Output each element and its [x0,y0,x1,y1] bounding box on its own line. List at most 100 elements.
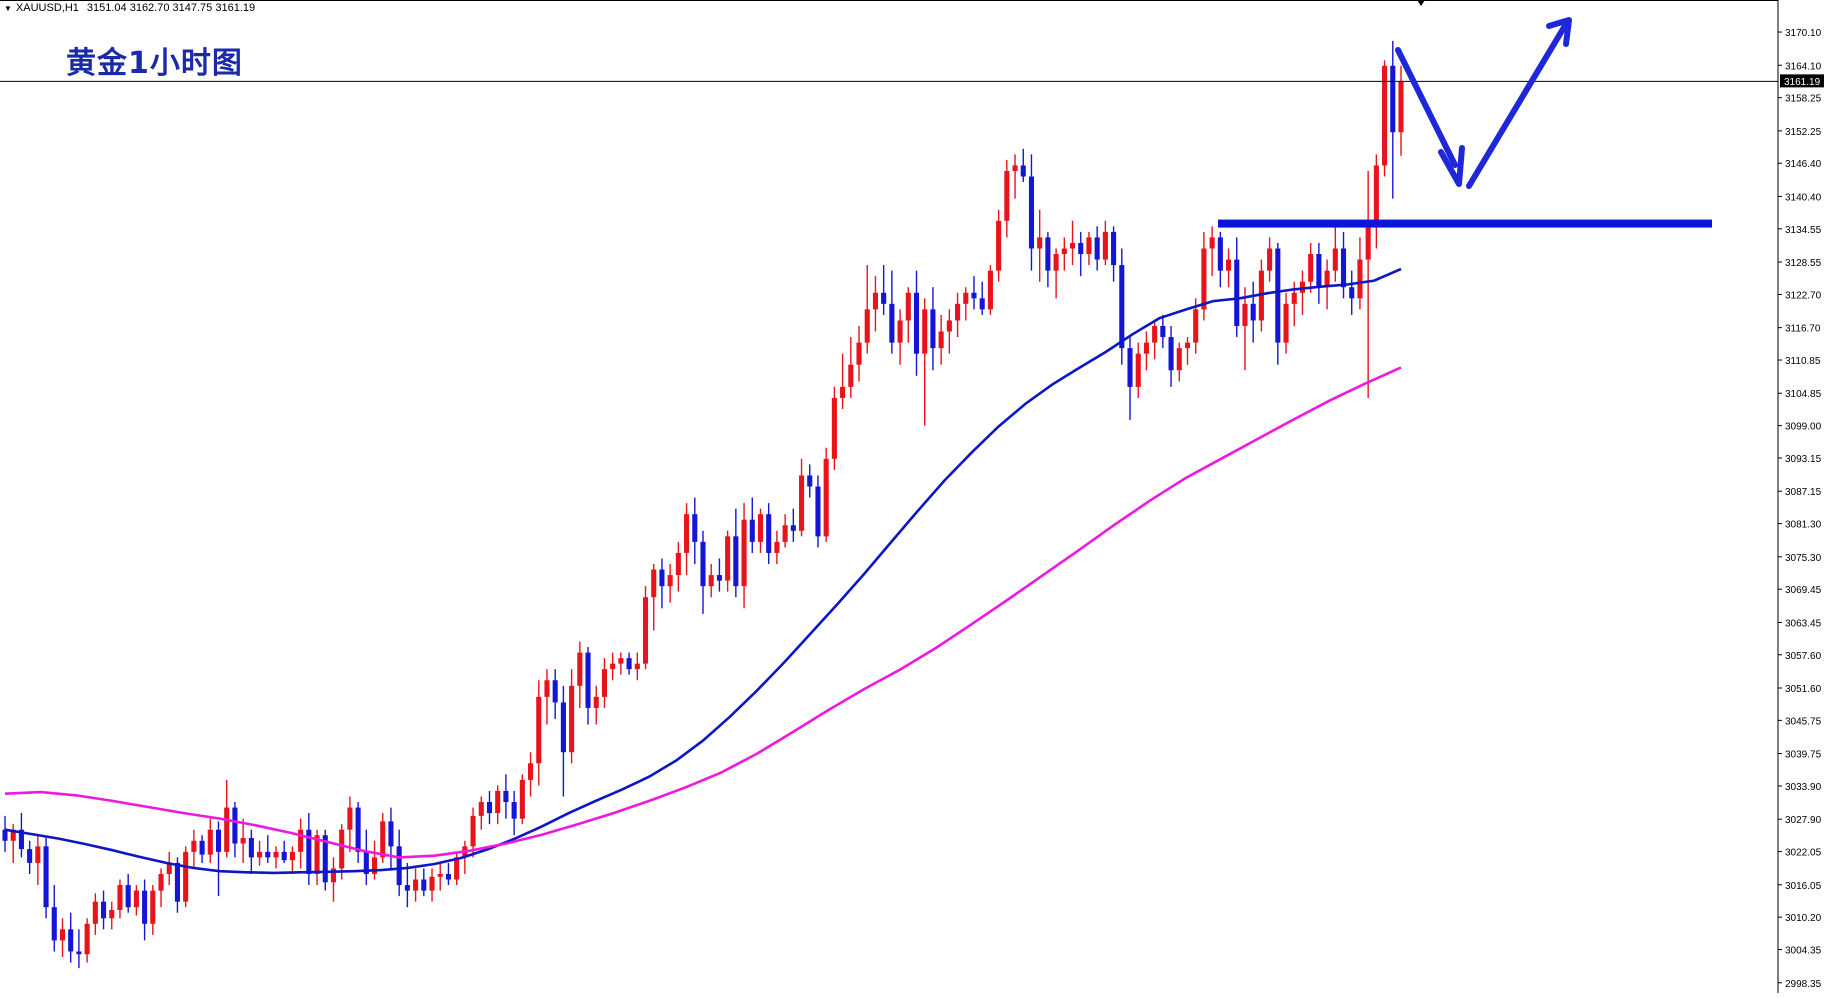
candle-body [1234,259,1240,326]
y-tick-label: 3027.90 [1785,815,1822,826]
candle-body [774,541,780,553]
candle-body [92,901,98,924]
candle-body [1193,309,1199,343]
candle-body [626,658,632,670]
candle-body [618,658,624,664]
candle-body [306,829,312,874]
candle-body [1217,237,1223,271]
candle-body [158,873,164,891]
candle-body [240,838,246,844]
candle-body [560,702,566,753]
candle-body [1176,348,1182,371]
candle-body [1028,176,1035,249]
candle-body [257,851,263,858]
candle-body [84,923,90,955]
candle-body [585,652,591,708]
candle-body [930,309,936,349]
dropdown-triangle-icon[interactable]: ▼ [4,4,12,13]
y-tick-label: 3057.60 [1785,651,1822,662]
candle-body [1250,303,1256,321]
candle-body [10,829,16,841]
current-price-tag [1780,74,1824,88]
current-price-label: 3161.19 [1784,77,1821,88]
candle-body [1316,254,1322,288]
candle-body [330,868,337,883]
candle-body [741,519,747,587]
candle-body [1037,237,1043,249]
candle-body [1012,165,1018,171]
candle-body [174,862,180,902]
candle-body [1184,342,1191,349]
candle-body [1119,265,1125,349]
candle-body [1135,353,1141,387]
candle-body [848,364,854,387]
y-tick-label: 3069.45 [1785,585,1822,596]
candle-body [1127,348,1133,387]
candle-body [1267,248,1273,271]
candle-body [971,292,977,299]
ma-line-blue [4,267,1402,875]
y-tick-label: 3022.05 [1785,848,1822,859]
candle-body [897,320,903,343]
candle-body [265,851,271,858]
y-tick-label: 3045.75 [1785,716,1822,727]
y-tick-label: 3110.85 [1785,356,1821,367]
candle-body [593,696,599,708]
candle-body [429,876,435,891]
candle-body [856,342,862,365]
candle-body [1382,65,1388,166]
candle-body [766,514,772,553]
y-tick-label: 3093.15 [1785,454,1822,465]
candle-body [1283,303,1289,343]
candle-body [215,829,222,852]
candle-body [1004,170,1010,221]
candle-body [248,838,254,858]
candle-body [1143,342,1149,354]
candle-body [544,680,550,697]
y-tick-label: 3051.60 [1785,684,1822,695]
y-tick-label: 3099.00 [1785,422,1822,433]
candle-body [454,857,460,880]
y-tick-label: 3164.10 [1785,61,1822,72]
candle-body [659,569,665,587]
candle-body [363,851,369,874]
candle-body [782,525,788,542]
candle-body [996,220,1002,271]
candle-body [232,807,238,844]
candle-body [790,525,796,531]
candle-body [437,873,443,877]
candle-body [634,663,640,670]
candle-body [1152,325,1158,343]
candle-body [807,475,813,487]
candle-body [470,815,476,847]
candle-body [725,536,731,581]
candle-body [1308,254,1314,282]
candle-body [35,846,41,863]
candle-body [963,292,969,304]
candle-body [18,829,24,850]
candle-body [955,303,961,321]
y-tick-label: 3016.05 [1785,881,1822,892]
candle-body [889,303,895,343]
candle-body [183,851,189,902]
candle-body [872,292,878,310]
candle-body [1168,337,1174,371]
candle-body [298,829,304,852]
candle-body [667,575,673,587]
projection-arrow-up [1466,21,1569,189]
candle-body [224,807,230,852]
candle-body [1390,65,1396,133]
candle-body [1398,81,1404,133]
y-tick-label: 3158.25 [1785,94,1822,105]
y-tick-label: 3104.85 [1785,389,1822,400]
candle-body [1275,248,1281,343]
candle-body [339,829,345,869]
candle-body [109,909,115,919]
ma-line-magenta [4,366,1402,859]
candle-body [716,575,722,581]
candle-body [289,851,295,861]
candle-body [536,696,542,764]
candle-body [938,331,944,349]
